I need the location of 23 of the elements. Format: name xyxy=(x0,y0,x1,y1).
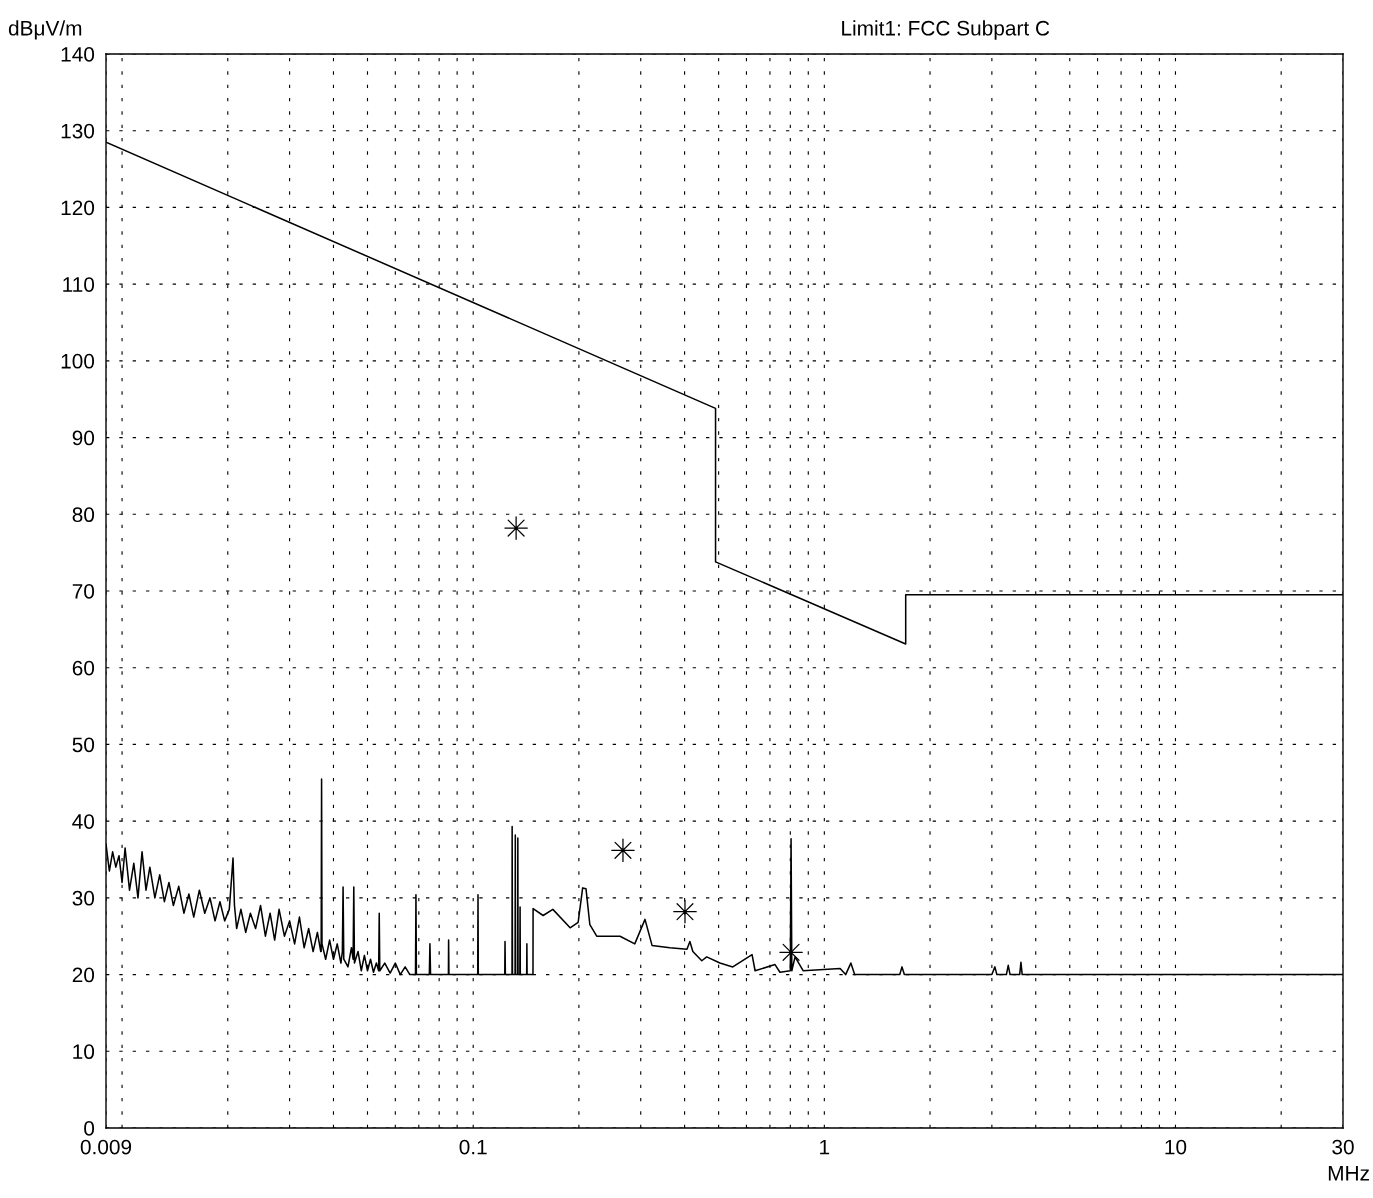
x-tick-label: 0.1 xyxy=(459,1139,487,1155)
y-tick-label: 100 xyxy=(61,353,95,369)
y-tick-label: 40 xyxy=(72,814,95,829)
y-tick-label: 50 xyxy=(72,737,95,753)
y-tick-label: 110 xyxy=(63,277,95,292)
x-tick-label: 0.009 xyxy=(80,1139,132,1155)
x-tick-label: 10 xyxy=(1165,1139,1187,1155)
chart-title: Limit1: FCC Subpart C xyxy=(842,20,1050,40)
y-tick-label: 0 xyxy=(84,1121,95,1136)
y-tick-label: 140 xyxy=(61,47,95,62)
y-tick-label: 130 xyxy=(61,123,95,139)
x-axis-title: MHz xyxy=(1328,1166,1369,1181)
y-tick-label: 120 xyxy=(61,200,95,216)
y-tick-label: 60 xyxy=(72,660,95,676)
y-tick-label: 70 xyxy=(72,584,95,599)
y-tick-label: 20 xyxy=(72,967,95,983)
x-tick-label: 1 xyxy=(820,1139,830,1155)
x-tick-label: 30 xyxy=(1332,1139,1354,1155)
y-tick-label: 10 xyxy=(73,1044,95,1060)
y-tick-label: 80 xyxy=(72,507,95,523)
y-tick-label: 30 xyxy=(72,890,95,906)
y-axis-title: dBμV/m xyxy=(8,20,82,40)
y-tick-label: 90 xyxy=(72,430,95,446)
